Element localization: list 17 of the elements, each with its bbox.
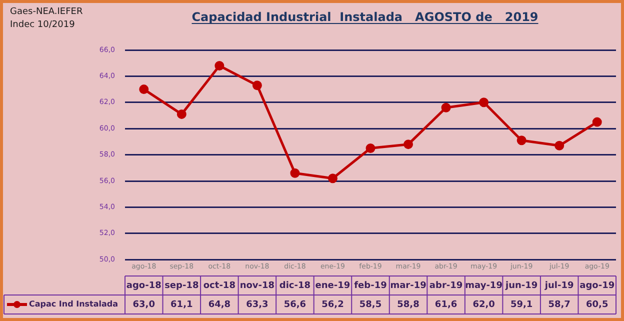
point (404, 140, 414, 150)
point (214, 60, 224, 70)
point (176, 109, 186, 119)
point (441, 102, 451, 112)
legend-label: Capac Ind Instalada (29, 300, 118, 309)
point (592, 117, 602, 127)
text: Indec 10/2019 (10, 20, 76, 30)
point (139, 84, 149, 94)
point (479, 98, 489, 108)
text: Gaes-NEA.IEFER (10, 7, 83, 17)
point (516, 136, 526, 146)
chart-title: Capacidad Industrial Instalada AGOSTO de 2019 (192, 10, 538, 24)
point (328, 174, 338, 184)
point (252, 80, 262, 90)
point (290, 168, 300, 178)
point (366, 144, 376, 153)
point (554, 140, 564, 150)
